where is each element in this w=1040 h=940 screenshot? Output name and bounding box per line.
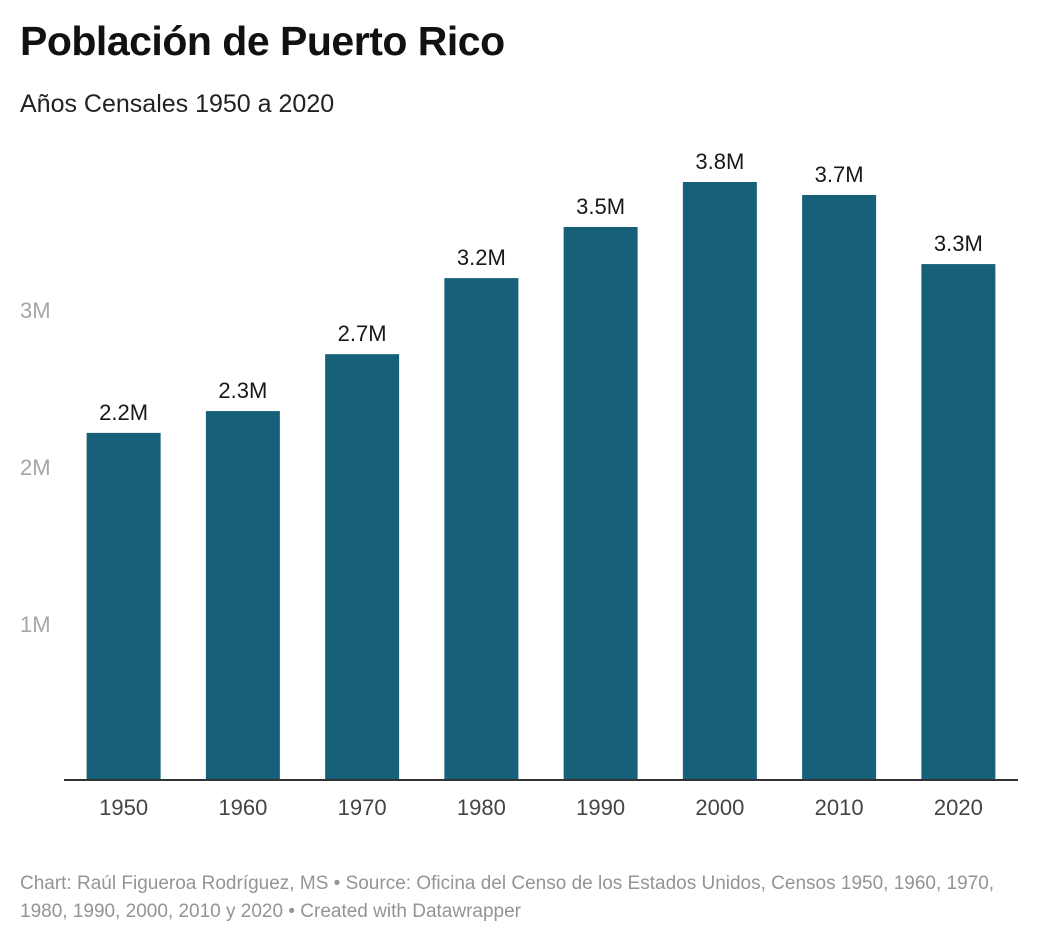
bar-2010	[802, 195, 877, 780]
bar-2020	[921, 264, 996, 780]
value-label: 2.3M	[218, 378, 267, 403]
bar-2000	[682, 182, 757, 780]
bar-1970	[325, 354, 400, 780]
value-label: 3.8M	[695, 149, 744, 174]
value-label: 3.7M	[815, 162, 864, 187]
value-label: 3.5M	[576, 194, 625, 219]
chart-subtitle: Años Censales 1950 a 2020	[20, 90, 335, 118]
x-tick-label: 2010	[815, 795, 864, 820]
x-tick-label: 2020	[934, 795, 983, 820]
bar-1980	[444, 278, 519, 780]
x-tick-label: 1970	[338, 795, 387, 820]
bar-1950	[86, 432, 161, 780]
bar-chart: 1M 2M 3M 2.2M 1950 2.3M 1960 2.7M 1970 3.2M 1980 3.…	[20, 149, 1018, 820]
x-tick-label: 1950	[99, 795, 148, 820]
value-label: 3.3M	[934, 231, 983, 256]
x-tick-label: 2000	[695, 795, 744, 820]
x-tick-label: 1990	[576, 795, 625, 820]
y-tick-label: 3M	[20, 298, 51, 323]
bar-1990	[563, 226, 638, 780]
value-label: 2.2M	[99, 400, 148, 425]
y-tick-label: 2M	[20, 455, 51, 480]
bar-1960	[205, 411, 280, 780]
y-tick-label: 1M	[20, 612, 51, 637]
x-tick-label: 1980	[457, 795, 506, 820]
value-label: 2.7M	[338, 321, 387, 346]
x-tick-label: 1960	[218, 795, 267, 820]
value-label: 3.2M	[457, 245, 506, 270]
chart-footer: Chart: Raúl Figueroa Rodríguez, MS • Sou…	[20, 873, 995, 922]
chart-title: Población de Puerto Rico	[20, 18, 505, 64]
